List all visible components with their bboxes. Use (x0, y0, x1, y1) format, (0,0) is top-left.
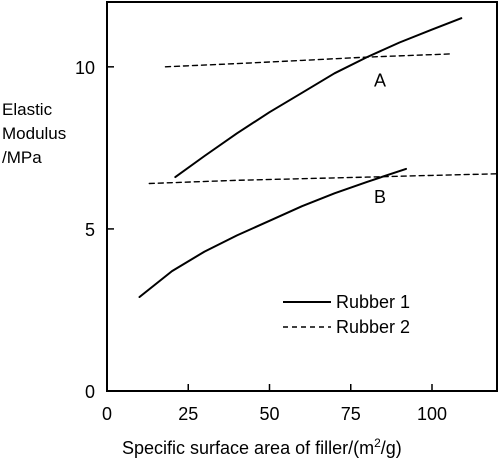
chart-annotations: AB (374, 70, 386, 207)
chart-lines (138, 17, 498, 298)
y-axis-label-line-3: /MPa (2, 148, 42, 167)
chart-axes (106, 1, 498, 392)
y-axis-label: Elastic Modulus /MPa (2, 98, 102, 170)
x-tick-label: 25 (178, 404, 198, 424)
x-tick-label: 100 (417, 404, 447, 424)
legend-label-1: Rubber 1 (336, 292, 410, 312)
x-axis-label: Specific surface area of filler/(m2/g) (122, 436, 492, 459)
annotation-a: A (374, 70, 386, 90)
y-tick-label: 0 (85, 382, 95, 402)
plot-frame (106, 1, 498, 392)
y-tick-label: 10 (75, 58, 95, 78)
x-tick-label: 50 (259, 404, 279, 424)
series-line-rubber-1-a (174, 17, 463, 179)
legend-label-2: Rubber 2 (336, 317, 410, 337)
x-tick-label: 75 (341, 404, 361, 424)
x-tick-label: 0 (102, 404, 112, 424)
annotation-b: B (374, 187, 386, 207)
x-axis-label-superscript: 2 (374, 436, 381, 450)
y-axis-label-line-1: Elastic (2, 100, 53, 119)
x-axis-label-prefix: Specific surface area of filler/(m (122, 438, 375, 458)
series-line-rubber-1-b (138, 167, 407, 298)
y-axis-label-line-2: Modulus (2, 124, 67, 143)
chart-ticks: 0 25 50 75 100 0 5 10 (75, 58, 447, 424)
chart-legend: Rubber 1 Rubber 2 (283, 292, 410, 337)
y-tick-label: 5 (85, 220, 95, 240)
series-line-rubber-2-b (148, 173, 498, 185)
series-line-rubber-2-a (164, 53, 453, 68)
x-axis-label-suffix: /g) (380, 438, 402, 458)
